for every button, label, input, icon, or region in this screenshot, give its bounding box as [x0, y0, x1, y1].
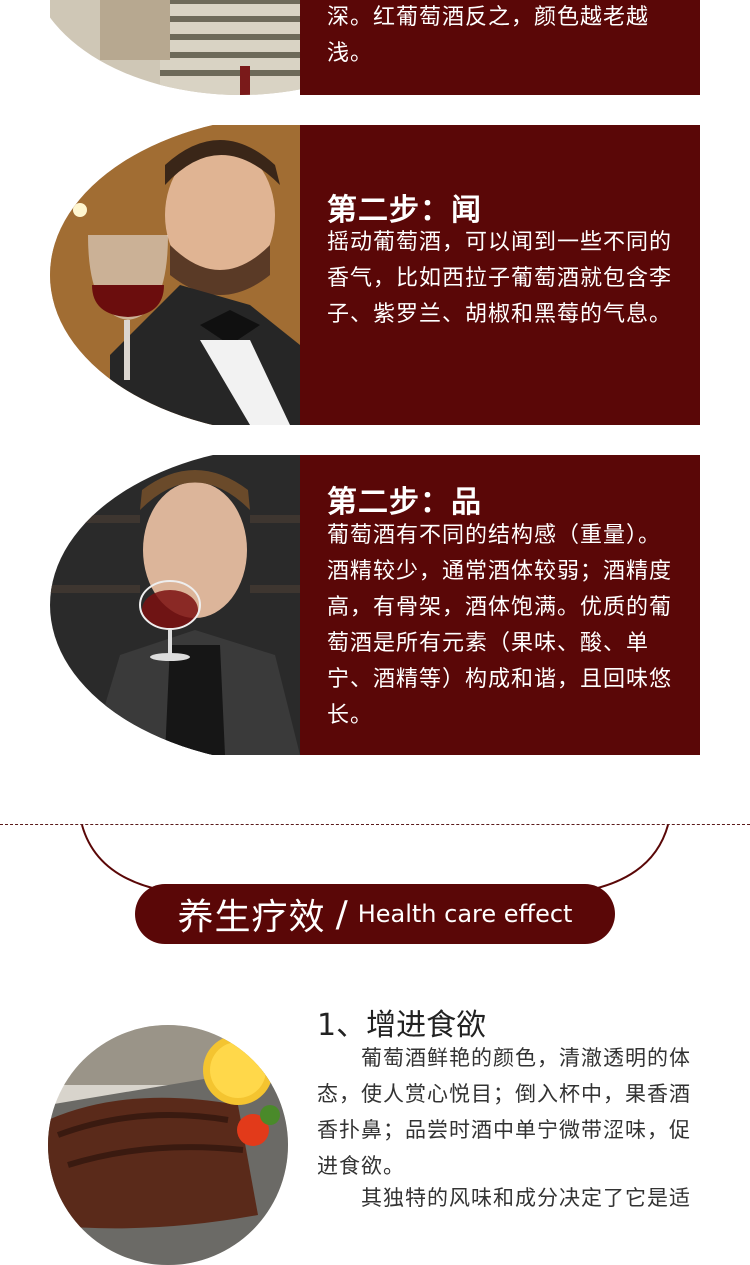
step3-title: 第二步：品: [327, 485, 482, 520]
step3-text: 葡萄酒有不同的结构感（重量）。酒精较少，通常酒体较弱；酒精度高，有骨架，酒体饱满…: [327, 523, 673, 728]
step2-panel: 第二步：闻 摇动葡萄酒，可以闻到一些不同的香气，比如西拉子葡萄酒就包含李子、紫罗…: [300, 125, 700, 425]
benefit1-text-next: 其独特的风味和成分决定了它是适: [361, 1186, 691, 1210]
section-title-slash: /: [335, 893, 348, 935]
step3-photo: [50, 455, 300, 755]
step3-card: 第二步：品 葡萄酒有不同的结构感（重量）。酒精较少，通常酒体较弱；酒精度高，有骨…: [50, 455, 700, 755]
step1-photo: [50, 0, 300, 95]
step2-title: 第二步：闻: [327, 193, 482, 228]
section-title-cn: 养生疗效: [177, 897, 326, 938]
dashed-divider: [0, 824, 750, 825]
header-arc: [81, 824, 669, 896]
step1-card: 深。红葡萄酒反之，颜色越老越浅。: [50, 0, 700, 95]
step2-photo: [50, 125, 300, 425]
benefit1-text: 葡萄酒鲜艳的颜色，清澈透明的体态，使人赏心悦目；倒入杯中，果香酒香扑鼻；品尝时酒…: [317, 1046, 691, 1178]
step2-text: 摇动葡萄酒，可以闻到一些不同的香气，比如西拉子葡萄酒就包含李子、紫罗兰、胡椒和黑…: [327, 230, 673, 327]
section-title-pill: 养生疗效 / Health care effect: [135, 884, 615, 944]
section-title-en: Health care effect: [357, 900, 573, 928]
step2-card: 第二步：闻 摇动葡萄酒，可以闻到一些不同的香气，比如西拉子葡萄酒就包含李子、紫罗…: [50, 125, 700, 425]
step3-panel: 第二步：品 葡萄酒有不同的结构感（重量）。酒精较少，通常酒体较弱；酒精度高，有骨…: [300, 455, 700, 755]
benefit1-title: 1、增进食欲: [317, 1008, 487, 1043]
step1-text: 深。红葡萄酒反之，颜色越老越浅。: [327, 5, 650, 66]
step1-panel: 深。红葡萄酒反之，颜色越老越浅。: [300, 0, 700, 95]
steak-photo: [48, 1025, 288, 1265]
